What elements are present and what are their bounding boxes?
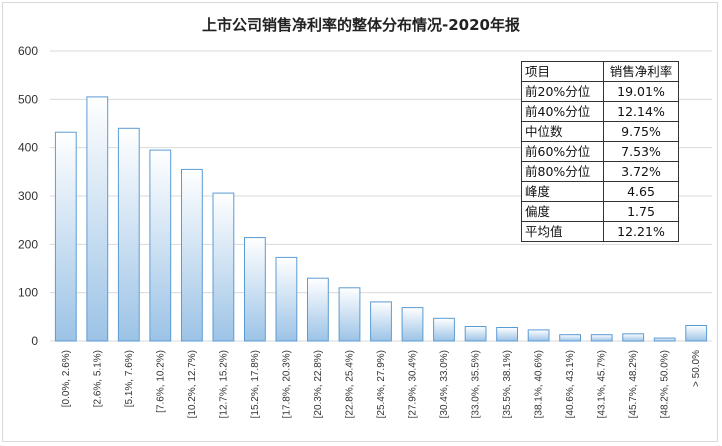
table-cell-item: 平均值 (521, 221, 604, 242)
bar (685, 325, 708, 342)
table-row: 平均值 12.21% (521, 221, 679, 242)
table-cell-item: 前20%分位 (521, 81, 604, 102)
x-tick-label: [12.7%, 15.2%) (218, 350, 229, 418)
table-header-value: 销售净利率 (603, 61, 679, 82)
x-tick-label: [2.6%, 5.1%) (92, 350, 103, 407)
table-cell-value: 3.72% (603, 161, 679, 182)
bar (464, 326, 487, 342)
table-cell-item: 偏度 (521, 201, 604, 222)
x-tick-label: [20.3%, 22.8%) (313, 350, 324, 418)
y-axis-ticks: 0 100 200 300 400 500 600 (18, 44, 38, 348)
table-row: 前80%分位 3.72% (521, 161, 679, 182)
table-header-row: 项目 销售净利率 (521, 61, 679, 82)
bar (212, 192, 235, 342)
y-tick-label: 0 (31, 334, 38, 348)
x-tick-label: [10.2%, 12.7%) (187, 350, 198, 418)
table-row: 峰度 4.65 (521, 181, 679, 202)
table-row: 前60%分位 7.53% (521, 141, 679, 162)
bar (590, 334, 613, 342)
x-tick-label: [17.8%, 20.3%) (281, 350, 292, 418)
table-cell-value: 7.53% (603, 141, 679, 162)
x-tick-label: [0.0%, 2.6%) (61, 350, 72, 407)
x-tick-label: [15.2%, 17.8%) (250, 350, 261, 418)
bar (338, 287, 361, 342)
x-tick-label: [45.7%, 48.2%) (628, 350, 639, 418)
x-tick-label: [7.6%, 10.2%) (155, 350, 166, 413)
x-tick-label: [33.0%, 35.5%) (471, 350, 482, 418)
bar (275, 256, 298, 342)
statistics-table: 项目 销售净利率 前20%分位 19.01% 前40%分位 12.14% 中位数 9.75… (521, 61, 679, 242)
x-tick-label: [38.1%, 40.6%) (534, 350, 545, 418)
bar (433, 317, 455, 342)
table-cell-item: 前60%分位 (521, 141, 604, 162)
bar (527, 329, 550, 342)
table-row: 偏度 1.75 (521, 201, 679, 222)
y-tick-label: 100 (18, 286, 38, 300)
bar (496, 327, 519, 342)
x-tick-label: > 50.0% (691, 350, 702, 387)
y-tick-label: 300 (18, 189, 38, 203)
y-tick-label: 200 (18, 237, 38, 251)
table-cell-value: 12.14% (603, 101, 679, 122)
x-axis-ticks: [0.0%, 2.6%) [2.6%, 5.1%) [5.1%, 7.6%) [7.6… (61, 350, 702, 418)
table-cell-item: 前40%分位 (521, 101, 604, 122)
table-cell-value: 9.75% (603, 121, 679, 142)
x-tick-label: [30.4%, 33.0%) (439, 350, 450, 418)
table-row: 前40%分位 12.14% (521, 101, 679, 122)
bar (244, 237, 266, 342)
bar (86, 96, 109, 342)
bar (622, 333, 645, 342)
bar (181, 168, 203, 342)
x-tick-label: [25.4%, 27.9%) (376, 350, 387, 418)
y-tick-label: 500 (18, 92, 38, 106)
chart-frame (2, 2, 718, 442)
table-cell-value: 19.01% (603, 81, 679, 102)
x-tick-label: [35.5%, 38.1%) (502, 350, 513, 418)
bar (370, 301, 392, 342)
table-cell-item: 中位数 (521, 121, 604, 142)
table-cell-item: 峰度 (521, 181, 604, 202)
table-cell-item: 前80%分位 (521, 161, 604, 182)
chart-title: 上市公司销售净利率的整体分布情况-2020年报 (202, 16, 520, 34)
table-cell-value: 12.21% (603, 221, 679, 242)
table-cell-value: 1.75 (603, 201, 679, 222)
x-tick-label: [48.2%, 50.0%) (660, 350, 671, 418)
bar (117, 127, 140, 342)
bar (559, 334, 582, 342)
bar (149, 149, 172, 342)
x-tick-label: [27.9%, 30.4%) (408, 350, 419, 418)
bar (307, 277, 329, 342)
bar (401, 307, 424, 342)
x-tick-label: [43.1%, 45.7%) (597, 350, 608, 418)
table-row: 中位数 9.75% (521, 121, 679, 142)
bar (54, 131, 77, 342)
x-tick-label: [40.6%, 43.1%) (565, 350, 576, 418)
y-tick-label: 400 (18, 141, 38, 155)
table-header-item: 项目 (521, 61, 604, 82)
x-tick-label: [5.1%, 7.6%) (124, 350, 135, 407)
bar (653, 337, 676, 342)
x-tick-label: [22.8%, 25.4%) (345, 350, 356, 418)
table-cell-value: 4.65 (603, 181, 679, 202)
table-row: 前20%分位 19.01% (521, 81, 679, 102)
y-tick-label: 600 (18, 44, 38, 58)
bars (54, 96, 708, 342)
